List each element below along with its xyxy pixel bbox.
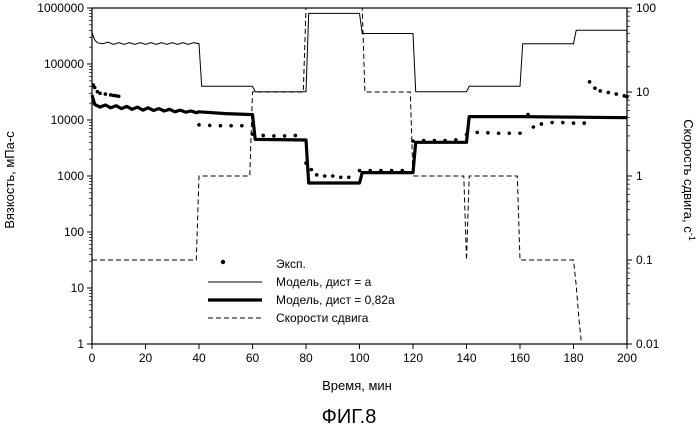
data-point xyxy=(347,175,351,179)
y-right-tick-label: 10 xyxy=(636,85,650,99)
data-point xyxy=(283,134,287,138)
data-point xyxy=(219,124,223,128)
x-tick-label: 0 xyxy=(89,351,96,365)
x-tick-label: 120 xyxy=(403,351,423,365)
data-point xyxy=(561,121,565,125)
data-point xyxy=(323,174,327,178)
data-point xyxy=(497,131,501,135)
y-right-axis-label: Скорость сдвига, с-1 xyxy=(681,119,697,240)
y-left-tick-label: 10 xyxy=(71,281,85,295)
y-right-tick-label: 1 xyxy=(636,169,643,183)
data-point xyxy=(518,131,522,135)
y-left-tick-label: 1 xyxy=(77,337,84,351)
data-point xyxy=(272,134,276,138)
y-right-tick-label: 100 xyxy=(636,1,656,15)
x-tick-label: 40 xyxy=(192,351,206,365)
x-tick-label: 60 xyxy=(246,351,260,365)
data-point xyxy=(593,86,597,90)
x-tick-label: 140 xyxy=(456,351,476,365)
x-tick-label: 200 xyxy=(617,351,637,365)
x-tick-label: 80 xyxy=(299,351,313,365)
data-point xyxy=(93,86,97,90)
data-point xyxy=(229,124,233,128)
data-point xyxy=(606,91,610,95)
data-point xyxy=(261,134,265,138)
legend-label: Модель, дист = a xyxy=(276,275,372,289)
data-point xyxy=(582,121,586,125)
data-point xyxy=(358,169,362,173)
y-left-tick-label: 1000000 xyxy=(37,1,84,15)
data-point xyxy=(331,174,335,178)
data-point xyxy=(315,173,319,177)
x-tick-label: 160 xyxy=(510,351,530,365)
y-right-tick-label: 0.01 xyxy=(636,337,660,351)
series-line-thin xyxy=(92,13,627,91)
legend-label: Модель, дист = 0,82a xyxy=(276,293,395,307)
y-left-tick-label: 1000 xyxy=(57,169,84,183)
data-point xyxy=(475,131,479,135)
y-right-tick-label: 0.1 xyxy=(636,253,653,267)
data-point xyxy=(294,134,298,138)
data-point xyxy=(598,89,602,93)
data-point xyxy=(572,121,576,125)
legend-label: Эксп. xyxy=(276,257,306,271)
data-point xyxy=(339,175,343,179)
figure-label: ФИГ.8 xyxy=(0,406,698,429)
legend-marker xyxy=(221,260,225,264)
data-point xyxy=(310,168,314,172)
y-left-tick-label: 100000 xyxy=(44,57,84,71)
y-left-axis-label: Вязкость, мПа-с xyxy=(2,131,17,229)
x-tick-label: 20 xyxy=(139,351,153,365)
data-point xyxy=(104,92,108,96)
data-point xyxy=(532,125,536,129)
data-point xyxy=(240,124,244,128)
y-left-tick-label: 100 xyxy=(64,225,84,239)
y-left-tick-label: 10000 xyxy=(51,113,85,127)
data-point xyxy=(117,94,121,98)
data-point xyxy=(550,121,554,125)
data-point xyxy=(486,131,490,135)
data-point xyxy=(98,91,102,95)
x-tick-label: 180 xyxy=(563,351,583,365)
series-exp-points xyxy=(92,80,629,179)
data-point xyxy=(615,92,619,96)
data-point xyxy=(208,124,212,128)
data-point xyxy=(197,123,201,127)
legend-label: Скорости сдвига xyxy=(276,311,369,325)
data-point xyxy=(540,122,544,126)
data-point xyxy=(508,131,512,135)
x-tick-label: 100 xyxy=(349,351,369,365)
data-point xyxy=(588,80,592,84)
x-axis-label: Время, мин xyxy=(322,378,392,393)
chart: 0204060801001201401601802001101001000100… xyxy=(0,0,698,433)
